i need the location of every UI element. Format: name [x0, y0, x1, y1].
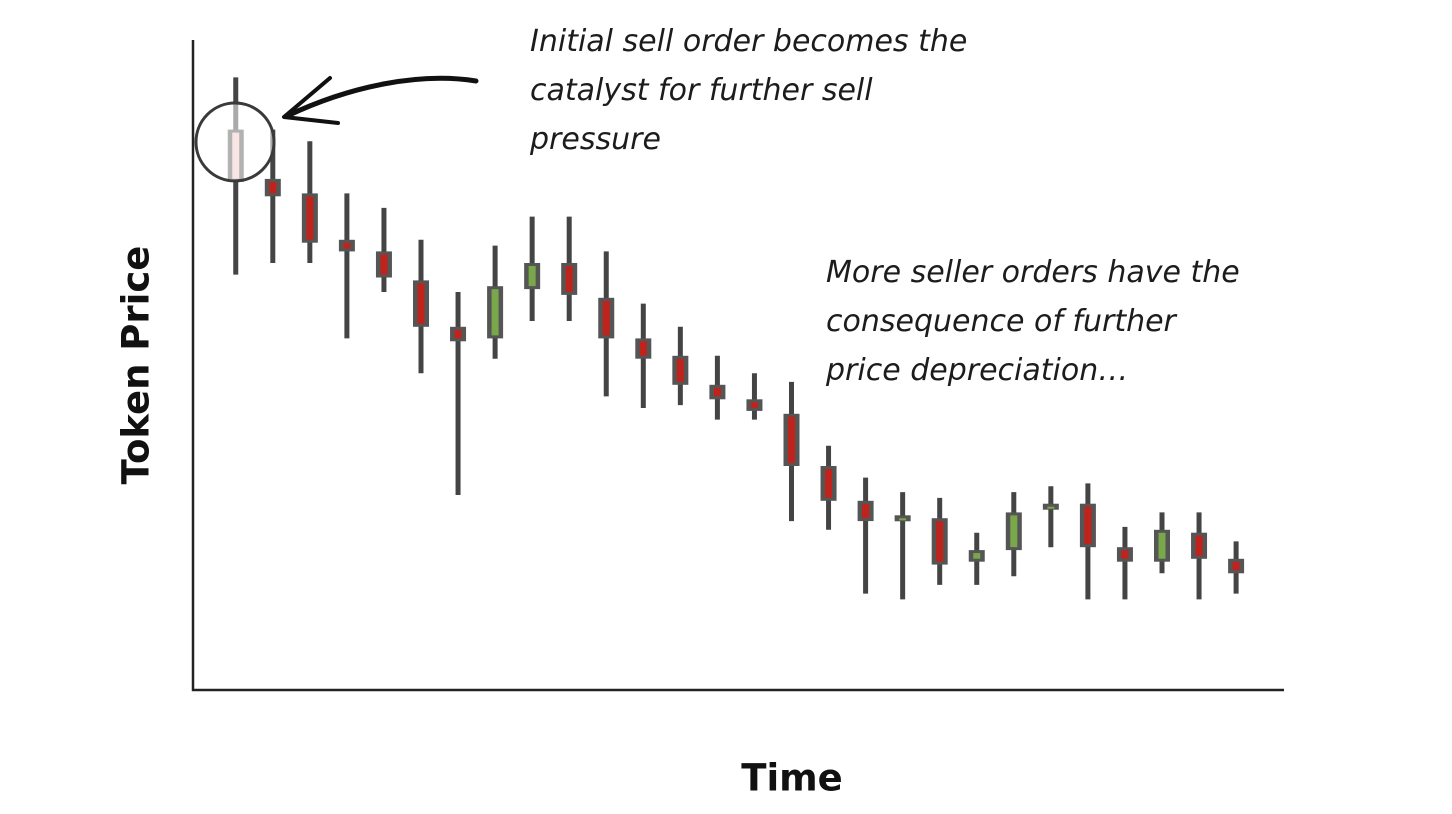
candle-fill [788, 416, 795, 463]
callout-arrowhead [282, 76, 340, 125]
candle-fill [1232, 561, 1240, 571]
candle-fill [1084, 506, 1092, 545]
annotation-more-sellers-line-2: consequence of further [826, 304, 1176, 339]
candle-fill [750, 402, 758, 408]
candle-fill [1158, 532, 1166, 559]
candle-fill [491, 289, 499, 336]
candle-fill [639, 341, 647, 356]
callout-group [194, 75, 479, 183]
candle-fill [936, 521, 944, 562]
candle-fill [825, 469, 833, 498]
candle-fill [528, 266, 536, 287]
candle-fill [676, 358, 684, 382]
annotation-initial-sell: Initial sell order becomes the catalyst … [530, 17, 967, 164]
candle-fill [602, 300, 610, 336]
candle-fill [713, 387, 721, 397]
candle-fill [1010, 515, 1018, 548]
candle-fill [1195, 535, 1203, 556]
callout-arrow [284, 75, 479, 119]
candle-fill [269, 181, 277, 194]
candle-fill [862, 503, 870, 519]
candle-fill [343, 242, 351, 249]
annotation-initial-sell-line-1: Initial sell order becomes the [530, 24, 968, 59]
candle-fill [1047, 506, 1055, 509]
annotation-initial-sell-line-2: catalyst for further sell [530, 73, 873, 108]
x-axis-label: Time [741, 756, 843, 800]
chart-axes [191, 40, 1284, 692]
y-axis-label: Token Price [114, 245, 158, 485]
highlight-circle [194, 101, 276, 183]
annotation-more-sellers: More seller orders have the consequence … [826, 248, 1240, 395]
candle-fill [899, 518, 907, 521]
candle-fill [380, 254, 388, 275]
candle-fill [306, 196, 314, 240]
candle-fill [417, 283, 425, 324]
annotation-more-sellers-line-3: price depreciation… [826, 353, 1129, 388]
candle-fill [973, 553, 981, 559]
annotation-more-sellers-line-1: More seller orders have the [826, 255, 1240, 290]
annotation-initial-sell-line-3: pressure [530, 122, 661, 157]
candle-fill [454, 329, 462, 339]
candle-fill [1121, 550, 1129, 559]
candle-fill [565, 266, 573, 292]
